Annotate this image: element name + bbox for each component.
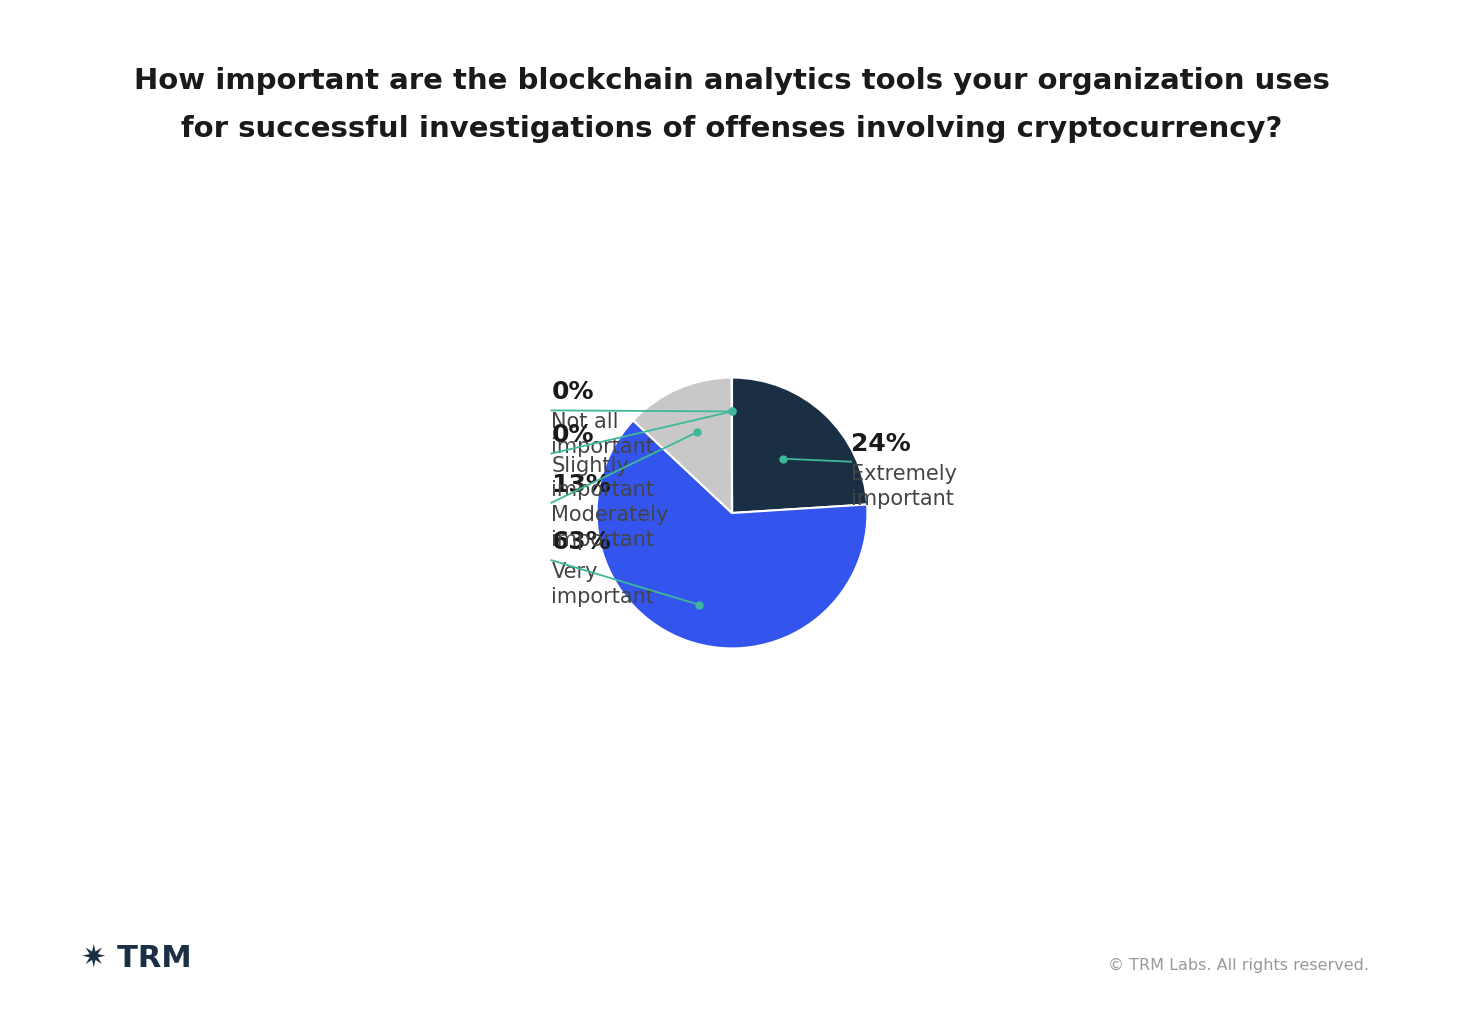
Text: Very
important: Very important <box>552 562 654 607</box>
Text: 13%: 13% <box>552 473 612 497</box>
Text: ✷ TRM: ✷ TRM <box>81 944 192 973</box>
Text: 24%: 24% <box>851 432 911 456</box>
Text: Extremely
important: Extremely important <box>851 464 957 509</box>
Text: 0%: 0% <box>552 424 594 447</box>
Wedge shape <box>732 378 867 513</box>
Wedge shape <box>632 378 732 513</box>
Text: Slightly
important: Slightly important <box>552 456 654 501</box>
Text: © TRM Labs. All rights reserved.: © TRM Labs. All rights reserved. <box>1108 957 1369 973</box>
Text: 0%: 0% <box>552 381 594 404</box>
Text: Moderately
important: Moderately important <box>552 505 669 550</box>
Text: How important are the blockchain analytics tools your organization uses: How important are the blockchain analyti… <box>135 67 1329 94</box>
Wedge shape <box>596 421 868 648</box>
Text: Not all
important: Not all important <box>552 412 654 458</box>
Text: for successful investigations of offenses involving cryptocurrency?: for successful investigations of offense… <box>182 115 1282 143</box>
Text: 63%: 63% <box>552 530 610 554</box>
